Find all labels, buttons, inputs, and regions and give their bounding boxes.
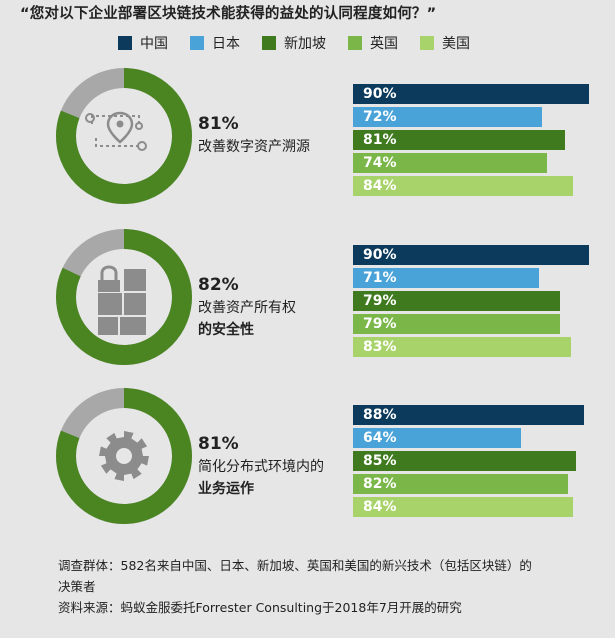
bar-value-label: 84% <box>363 499 397 515</box>
legend-label: 中国 <box>140 36 168 52</box>
overall-percentage: 81% <box>198 434 239 454</box>
bar: 81% <box>353 130 566 150</box>
bar: 90% <box>353 245 589 265</box>
bar-value-label: 81% <box>363 132 397 148</box>
lock-icon <box>98 265 146 335</box>
bar-value-label: 83% <box>363 339 397 355</box>
bar-value-label: 90% <box>363 247 397 263</box>
bar: 71% <box>353 268 540 288</box>
legend-label: 美国 <box>442 36 470 52</box>
footer-notes: 调查群体：582名来自中国、日本、新加坡、英国和美国的新兴技术（包括区块链）的 … <box>58 555 598 618</box>
bar: 83% <box>353 337 571 357</box>
legend-label: 新加坡 <box>284 36 326 52</box>
bar: 79% <box>353 291 561 311</box>
bar: 84% <box>353 497 574 517</box>
legend-label: 日本 <box>212 36 240 52</box>
benefit-label-line: 简化分布式环境内的 <box>198 459 324 475</box>
bar-value-label: 88% <box>363 407 397 423</box>
legend-swatch <box>420 36 434 50</box>
bar: 88% <box>353 405 584 425</box>
country-bars: 90% 71% 79% 79% 83% <box>353 245 593 360</box>
footer-sample-line-cont: 决策者 <box>58 579 96 594</box>
donut-agree-arc <box>56 68 192 204</box>
bar-value-label: 64% <box>363 430 397 446</box>
overall-percentage: 82% <box>198 275 239 295</box>
benefit-label-line: 改善资产所有权 <box>198 300 296 316</box>
bar: 82% <box>353 474 568 494</box>
donut-agree-arc <box>56 229 192 365</box>
benefit-label-line: 业务运作 <box>198 481 254 497</box>
bar: 84% <box>353 176 574 196</box>
bar-value-label: 85% <box>363 453 397 469</box>
benefit-label: 改善资产所有权 的安全性 <box>198 297 296 341</box>
country-bars: 90% 72% 81% 74% 84% <box>353 84 593 199</box>
overall-percentage: 81% <box>198 114 239 134</box>
bar: 79% <box>353 314 561 334</box>
donut-chart <box>56 388 192 524</box>
donut-agree-arc <box>56 388 192 524</box>
bar-value-label: 71% <box>363 270 397 286</box>
legend-item: 日本 <box>190 33 240 53</box>
chart-title: “您对以下企业部署区块链技术能获得的益处的认同程度如何？” <box>20 6 437 22</box>
country-bars: 88% 64% 85% 82% 84% <box>353 405 593 520</box>
legend-item: 新加坡 <box>262 33 326 53</box>
benefit-label-line: 改善数字资产溯源 <box>198 139 310 155</box>
legend-item: 英国 <box>348 33 398 53</box>
legend-swatch <box>262 36 276 50</box>
location-path-icon <box>85 111 147 151</box>
donut-chart <box>56 229 192 365</box>
legend-swatch <box>118 36 132 50</box>
footer-sample-line: 调查群体：582名来自中国、日本、新加坡、英国和美国的新兴技术（包括区块链）的 <box>58 558 532 573</box>
bar: 72% <box>353 107 542 127</box>
legend-swatch <box>348 36 362 50</box>
bar-value-label: 90% <box>363 86 397 102</box>
bar-value-label: 72% <box>363 109 397 125</box>
bar-value-label: 74% <box>363 155 397 171</box>
bar: 74% <box>353 153 547 173</box>
legend-swatch <box>190 36 204 50</box>
benefit-label-line: 的安全性 <box>198 322 254 338</box>
gear-icon <box>99 431 149 481</box>
bar-value-label: 79% <box>363 316 397 332</box>
bar-value-label: 84% <box>363 178 397 194</box>
legend-item: 美国 <box>420 33 470 53</box>
bar: 90% <box>353 84 589 104</box>
bar: 85% <box>353 451 576 471</box>
bar-value-label: 82% <box>363 476 397 492</box>
benefit-label: 简化分布式环境内的 业务运作 <box>198 456 324 500</box>
legend: 中国 日本 新加坡 英国 美国 <box>118 33 492 53</box>
legend-label: 英国 <box>370 36 398 52</box>
footer-source-line: 资料来源：蚂蚁金服委托Forrester Consulting于2018年7月开… <box>58 600 462 615</box>
bar-value-label: 79% <box>363 293 397 309</box>
donut-chart <box>56 68 192 204</box>
benefit-label: 改善数字资产溯源 <box>198 136 310 158</box>
bar: 64% <box>353 428 521 448</box>
legend-item: 中国 <box>118 33 168 53</box>
